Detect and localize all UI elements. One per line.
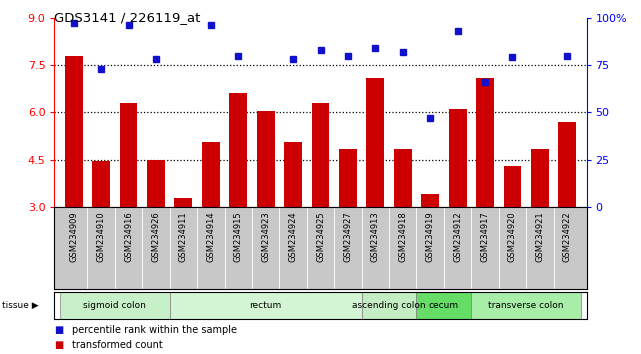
Bar: [471, 292, 581, 319]
Text: GSM234920: GSM234920: [508, 211, 517, 262]
Text: GSM234909: GSM234909: [69, 211, 78, 262]
Bar: [60, 292, 170, 319]
Bar: [531, 149, 549, 207]
Bar: [284, 142, 302, 207]
Bar: [421, 194, 439, 207]
Bar: [417, 292, 471, 319]
Bar: [147, 160, 165, 207]
Bar: [312, 103, 329, 207]
Text: transverse colon: transverse colon: [488, 301, 564, 310]
Text: GSM234913: GSM234913: [371, 211, 380, 262]
Bar: [339, 149, 357, 207]
Text: ■: ■: [54, 341, 63, 350]
Bar: [449, 109, 467, 207]
Bar: [394, 149, 412, 207]
Text: sigmoid colon: sigmoid colon: [83, 301, 146, 310]
Bar: [504, 166, 521, 207]
Text: GSM234923: GSM234923: [261, 211, 270, 262]
Text: GSM234911: GSM234911: [179, 211, 188, 262]
Text: ■: ■: [54, 325, 63, 335]
Bar: [558, 122, 576, 207]
Text: GSM234914: GSM234914: [206, 211, 215, 262]
Bar: [92, 161, 110, 207]
Bar: [120, 103, 137, 207]
Bar: [174, 198, 192, 207]
Text: GSM234918: GSM234918: [398, 211, 407, 262]
Bar: [170, 292, 362, 319]
Text: GSM234916: GSM234916: [124, 211, 133, 262]
Text: cecum: cecum: [429, 301, 459, 310]
Text: GSM234924: GSM234924: [288, 211, 297, 262]
Text: GSM234927: GSM234927: [344, 211, 353, 262]
Text: ascending colon: ascending colon: [353, 301, 426, 310]
Text: GSM234919: GSM234919: [426, 211, 435, 262]
Bar: [65, 56, 83, 207]
Bar: [257, 111, 274, 207]
Text: GSM234917: GSM234917: [481, 211, 490, 262]
Text: GSM234922: GSM234922: [563, 211, 572, 262]
Text: rectum: rectum: [249, 301, 282, 310]
Bar: [202, 142, 220, 207]
Text: GSM234926: GSM234926: [151, 211, 160, 262]
Text: percentile rank within the sample: percentile rank within the sample: [72, 325, 237, 335]
Bar: [367, 78, 384, 207]
Text: GSM234925: GSM234925: [316, 211, 325, 262]
Text: transformed count: transformed count: [72, 341, 163, 350]
Text: tissue ▶: tissue ▶: [2, 301, 38, 310]
Text: GSM234912: GSM234912: [453, 211, 462, 262]
Text: GSM234915: GSM234915: [234, 211, 243, 262]
Text: GSM234921: GSM234921: [535, 211, 544, 262]
Bar: [229, 93, 247, 207]
Bar: [362, 292, 417, 319]
Text: GSM234910: GSM234910: [97, 211, 106, 262]
Text: GDS3141 / 226119_at: GDS3141 / 226119_at: [54, 11, 201, 24]
Bar: [476, 78, 494, 207]
